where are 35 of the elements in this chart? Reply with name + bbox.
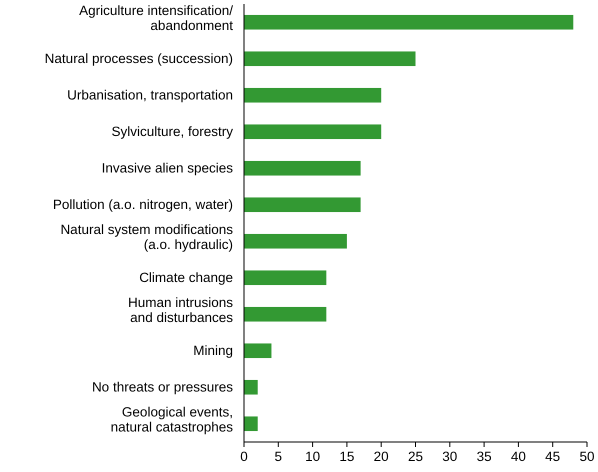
y-tick-label: Mining xyxy=(193,342,233,358)
x-tick-label: 15 xyxy=(339,449,354,464)
bar xyxy=(244,416,258,432)
y-tick-label: Sylviculture, forestry xyxy=(111,123,234,138)
y-tick-label: Pollution (a.o. nitrogen, water) xyxy=(52,196,233,212)
bar xyxy=(244,14,574,30)
y-tick-label: Agriculture intensification/ abandonment xyxy=(79,2,234,32)
bar xyxy=(244,124,382,140)
y-tick-label: Human intrusions and disturbances xyxy=(128,294,234,324)
y-tick-label: Urbanisation, transportation xyxy=(67,86,233,102)
bar xyxy=(244,197,361,212)
bar xyxy=(244,88,382,103)
x-tick-label: 35 xyxy=(476,449,492,464)
bar xyxy=(244,160,361,176)
y-tick-label: Geological events, natural catastrophes xyxy=(110,404,234,434)
x-tick-label: 45 xyxy=(545,449,560,464)
x-tick-label: 10 xyxy=(305,449,320,464)
x-tick-label: 25 xyxy=(408,449,424,464)
bar xyxy=(244,343,272,358)
bar xyxy=(244,51,416,66)
x-tick-label: 50 xyxy=(579,449,595,464)
bar xyxy=(244,234,347,249)
x-tick-label: 5 xyxy=(274,449,282,464)
y-tick-label: Natural system modifications (a.o. hydraulic) xyxy=(60,221,234,252)
bar xyxy=(244,270,326,286)
bar xyxy=(244,306,326,322)
x-tick-label: 0 xyxy=(240,449,248,464)
x-tick-label: 30 xyxy=(442,449,458,464)
x-tick-label: 20 xyxy=(374,449,389,464)
y-tick-label: Invasive alien species xyxy=(102,160,234,175)
x-tick-label: 40 xyxy=(510,449,526,464)
y-tick-label: Climate change xyxy=(139,269,233,284)
bar xyxy=(244,380,258,395)
y-tick-label: Natural processes (succession) xyxy=(44,50,233,66)
y-tick-label: No threats or pressures xyxy=(92,378,234,394)
